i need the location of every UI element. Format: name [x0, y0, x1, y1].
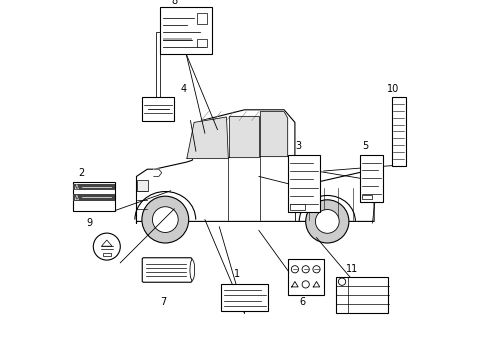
Text: 1: 1 — [234, 269, 240, 279]
Polygon shape — [229, 116, 258, 157]
Text: 8: 8 — [171, 0, 177, 6]
Bar — [73, 182, 115, 211]
Circle shape — [315, 210, 339, 233]
Bar — [391, 97, 405, 166]
Bar — [73, 194, 115, 201]
Polygon shape — [136, 110, 373, 223]
Polygon shape — [102, 240, 112, 246]
Circle shape — [338, 278, 345, 285]
Polygon shape — [186, 117, 228, 158]
Text: 4: 4 — [180, 84, 186, 94]
FancyBboxPatch shape — [142, 258, 192, 282]
Text: 11: 11 — [346, 264, 358, 274]
Text: 7: 7 — [160, 297, 166, 307]
Circle shape — [93, 233, 120, 260]
Circle shape — [152, 207, 178, 233]
Bar — [361, 194, 371, 199]
Bar — [137, 180, 148, 191]
Text: 2: 2 — [78, 168, 84, 178]
Bar — [103, 253, 110, 256]
Circle shape — [305, 183, 313, 192]
Circle shape — [291, 266, 298, 273]
Bar — [142, 97, 174, 121]
Bar — [287, 155, 320, 212]
Circle shape — [312, 266, 320, 273]
Bar — [336, 277, 387, 313]
Text: 5: 5 — [361, 141, 367, 151]
Bar — [197, 13, 206, 23]
Circle shape — [302, 281, 309, 288]
Bar — [160, 7, 212, 54]
Bar — [287, 259, 323, 295]
Bar — [197, 39, 206, 47]
Bar — [359, 155, 382, 202]
Circle shape — [302, 266, 309, 273]
Bar — [156, 32, 160, 97]
Ellipse shape — [189, 260, 194, 280]
Text: 3: 3 — [295, 141, 301, 151]
Bar — [73, 184, 115, 190]
Polygon shape — [260, 112, 287, 157]
Bar — [221, 284, 267, 311]
Circle shape — [305, 200, 348, 243]
Polygon shape — [153, 169, 162, 176]
Text: 6: 6 — [299, 297, 305, 307]
Bar — [290, 204, 304, 210]
Circle shape — [142, 196, 188, 243]
Text: 9: 9 — [86, 218, 92, 228]
Bar — [163, 38, 191, 41]
Text: 10: 10 — [386, 84, 398, 94]
